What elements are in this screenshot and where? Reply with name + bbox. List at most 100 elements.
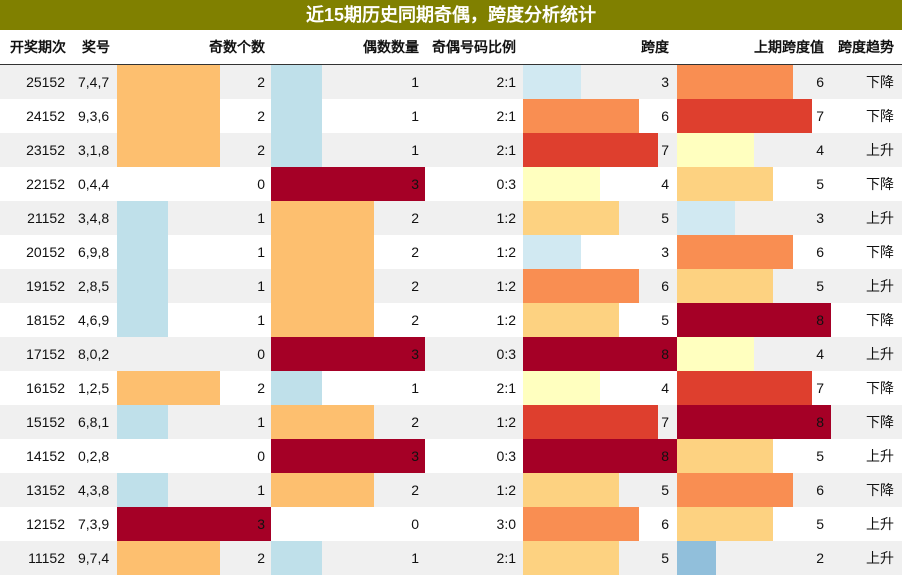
- cell-text: 6,8,1: [78, 414, 110, 430]
- cell-text: 6: [661, 108, 669, 124]
- data-bar: [677, 439, 774, 473]
- data-bar: [117, 371, 220, 405]
- cell-text: 3: [411, 346, 419, 362]
- data-bar: [271, 65, 323, 99]
- cell-text: 21152: [27, 210, 65, 226]
- cell-text: 6: [816, 74, 824, 90]
- cell-text: 25152: [26, 74, 65, 90]
- cell-text: 9,3,6: [78, 108, 110, 124]
- cell-text: 17152: [26, 346, 65, 362]
- title-bar: 近15期历史同期奇偶，跨度分析统计: [0, 0, 902, 30]
- cell-text: 7: [816, 108, 824, 124]
- data-bar: [677, 303, 831, 337]
- cell-text: 1:2: [496, 414, 516, 430]
- cell-text: 7: [816, 380, 824, 396]
- data-bar: [271, 473, 374, 507]
- cell-text: 上升: [866, 142, 894, 158]
- data-bar: [677, 541, 716, 575]
- cell-text: 2:1: [496, 108, 516, 124]
- cell-text: 4: [661, 176, 669, 192]
- cell-text: 上升: [866, 550, 894, 566]
- cell-text: 2: [257, 74, 265, 90]
- cell-text: 7,3,9: [78, 516, 110, 532]
- data-bar: [677, 473, 793, 507]
- data-bar: [271, 269, 374, 303]
- cell-text: 3: [661, 244, 669, 260]
- cell-text: 5: [661, 312, 669, 328]
- cell-text: 3,4,8: [78, 210, 110, 226]
- cell-text: 6: [816, 244, 824, 260]
- cell-text: 1: [411, 108, 419, 124]
- data-bar: [117, 133, 220, 167]
- cell-text: 6: [661, 278, 669, 294]
- data-bar: [271, 439, 425, 473]
- cell-text: 1: [411, 380, 419, 396]
- cell-text: 6: [816, 482, 824, 498]
- cell-text: 23152: [26, 142, 65, 158]
- cell-text: 0,4,4: [78, 176, 110, 192]
- cell-text: 2: [411, 210, 419, 226]
- cell-text: 11152: [28, 550, 65, 566]
- data-bar: [523, 133, 658, 167]
- cell-text: 上升: [866, 516, 894, 532]
- data-bar: [677, 99, 812, 133]
- data-bar: [271, 235, 374, 269]
- cell-text: 2: [257, 108, 265, 124]
- data-bar: [117, 405, 169, 439]
- cell-text: 0: [257, 176, 265, 192]
- data-bar: [271, 133, 323, 167]
- cell-text: 下降: [866, 380, 894, 396]
- data-bar: [523, 269, 639, 303]
- cell-text: 5: [816, 516, 824, 532]
- cell-text: 0: [411, 516, 419, 532]
- data-bar: [117, 303, 169, 337]
- data-bar: [523, 337, 677, 371]
- cell-text: 1: [257, 414, 265, 430]
- cell-text: 0: [257, 346, 265, 362]
- cell-text: 5: [661, 210, 669, 226]
- data-bar: [523, 507, 639, 541]
- cell-text: 8: [816, 414, 824, 430]
- data-bar: [117, 65, 220, 99]
- cell-text: 2: [411, 482, 419, 498]
- cell-text: 上升: [866, 448, 894, 464]
- data-bar: [677, 133, 754, 167]
- cell-text: 24152: [26, 108, 65, 124]
- data-bar: [117, 541, 220, 575]
- cell-text: 下降: [866, 108, 894, 124]
- data-bar: [677, 167, 774, 201]
- data-bar: [523, 201, 620, 235]
- column-header: 奖号: [82, 39, 110, 55]
- data-bar: [117, 99, 220, 133]
- cell-text: 14152: [26, 448, 65, 464]
- cell-text: 下降: [866, 482, 894, 498]
- cell-text: 5: [816, 278, 824, 294]
- cell-text: 15152: [26, 414, 65, 430]
- cell-text: 下降: [866, 312, 894, 328]
- cell-text: 1: [257, 278, 265, 294]
- data-bar: [117, 201, 169, 235]
- cell-text: 1: [257, 312, 265, 328]
- cell-text: 7,4,7: [78, 74, 110, 90]
- cell-text: 5: [816, 176, 824, 192]
- cell-text: 2: [411, 414, 419, 430]
- data-bar: [271, 167, 425, 201]
- cell-text: 1: [411, 142, 419, 158]
- cell-text: 2: [257, 142, 265, 158]
- cell-text: 1:2: [496, 244, 516, 260]
- data-bar: [271, 201, 374, 235]
- data-bar: [523, 167, 600, 201]
- cell-text: 8: [661, 448, 669, 464]
- cell-text: 下降: [866, 176, 894, 192]
- cell-text: 下降: [866, 244, 894, 260]
- cell-text: 上升: [866, 210, 894, 226]
- data-bar: [271, 99, 323, 133]
- cell-text: 9,7,4: [78, 550, 110, 566]
- cell-text: 7: [661, 414, 669, 430]
- column-header: 奇偶号码比例: [432, 39, 516, 55]
- cell-text: 0:3: [496, 448, 516, 464]
- cell-text: 12152: [26, 516, 65, 532]
- cell-text: 20152: [26, 244, 65, 260]
- data-bar: [523, 235, 581, 269]
- cell-text: 3: [816, 210, 824, 226]
